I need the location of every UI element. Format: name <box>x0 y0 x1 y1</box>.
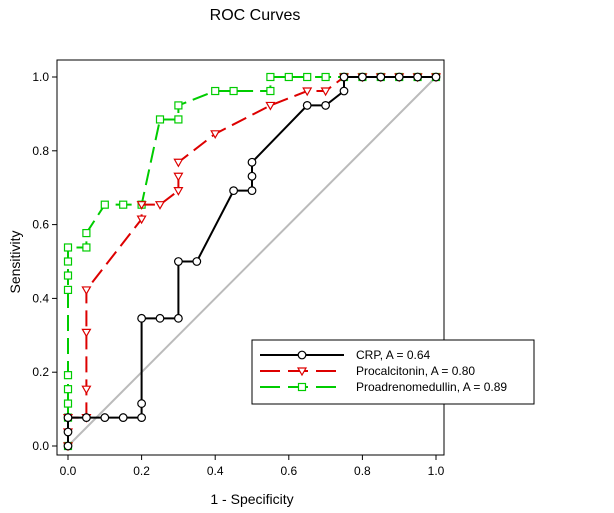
proadrenomedullin-point <box>229 86 238 96</box>
procalcitonin-point <box>173 172 184 182</box>
proadrenomedullin-point <box>82 243 91 252</box>
chart-title: ROC Curves <box>210 7 301 24</box>
procalcitonin-point <box>81 328 92 338</box>
x-tick-label: 0.4 <box>207 464 224 478</box>
proadrenomedullin-point <box>321 72 330 82</box>
crp-point <box>413 72 423 82</box>
x-tick-label: 0.8 <box>354 464 371 478</box>
crp-point <box>247 171 257 181</box>
proadrenomedullin-point <box>284 72 293 82</box>
proadrenomedullin-point <box>63 385 73 394</box>
proadrenomedullin-point <box>63 271 73 280</box>
crp-point <box>118 413 128 422</box>
proadrenomedullin-point <box>63 257 73 266</box>
y-tick-label: 0.0 <box>32 439 49 453</box>
proadrenomedullin-point <box>63 285 73 295</box>
crp-point <box>376 72 386 82</box>
legend-label-crp: CRP, A = 0.64 <box>356 348 430 362</box>
proadrenomedullin-point <box>119 200 128 209</box>
proadrenomedullin-point <box>82 228 91 238</box>
crp-point <box>63 441 73 451</box>
crp-point <box>358 72 367 82</box>
crp-point <box>81 413 91 422</box>
crp-point <box>229 186 239 196</box>
crp-point <box>339 72 349 82</box>
y-tick-label: 1.0 <box>32 70 49 84</box>
crp-point <box>100 413 110 422</box>
legend-label-proadrenomedullin: Proadrenomedullin, A = 0.89 <box>356 380 507 394</box>
crp-point <box>247 157 257 167</box>
crp-point <box>155 313 165 323</box>
x-tick-label: 0.2 <box>133 464 150 478</box>
crp-point <box>192 257 202 266</box>
proadrenomedullin-point <box>63 243 73 252</box>
crp-point <box>173 313 183 323</box>
proadrenomedullin-point <box>63 399 73 408</box>
procalcitonin-point <box>154 201 166 210</box>
legend-label-procalcitonin: Procalcitonin, A = 0.80 <box>356 364 475 378</box>
y-axis-label: Sensitivity <box>7 230 23 293</box>
y-tick-label: 0.2 <box>32 365 49 379</box>
proadrenomedullin-point <box>266 72 275 82</box>
procalcitonin-point <box>136 201 147 210</box>
y-tick-label: 0.8 <box>32 144 49 158</box>
crp-point <box>394 72 404 82</box>
crp-point <box>137 413 147 422</box>
proadrenomedullin-point <box>266 86 275 96</box>
reference-diagonal-line <box>67 76 437 447</box>
crp-point <box>137 313 147 323</box>
procalcitonin-point <box>173 187 184 196</box>
proadrenomedullin-point <box>63 371 73 380</box>
crp-point <box>137 399 147 408</box>
crp-point <box>63 427 73 437</box>
crp-point <box>247 186 257 196</box>
proadrenomedullin-point <box>100 200 109 209</box>
legend-marker-crp <box>297 350 307 360</box>
procalcitonin-point <box>81 385 92 395</box>
crp-point <box>302 101 312 110</box>
legend-marker-procalcitonin <box>296 367 308 377</box>
procalcitonin-point <box>210 130 221 140</box>
x-axis-label: 1 - Specificity <box>210 491 293 507</box>
x-tick-label: 0.6 <box>280 464 297 478</box>
proadrenomedullin-point <box>174 115 183 124</box>
crp-point <box>173 257 183 266</box>
proadrenomedullin-point <box>211 86 220 96</box>
proadrenomedullin-point <box>303 72 312 82</box>
procalcitonin-point <box>173 158 184 168</box>
crp-point <box>321 101 331 110</box>
proadrenomedullin-point <box>155 115 165 124</box>
procalcitonin-point <box>320 87 331 97</box>
crp-point <box>63 413 73 422</box>
procalcitonin-point <box>136 215 147 225</box>
procalcitonin-point <box>265 101 276 111</box>
plot-frame <box>56 59 445 456</box>
proadrenomedullin-point <box>174 101 183 110</box>
y-tick-label: 0.6 <box>32 218 49 232</box>
crp-point <box>339 86 349 96</box>
crp-point <box>431 72 441 82</box>
x-tick-label: 1.0 <box>428 464 445 478</box>
legend-marker-proadrenomedullin <box>297 382 307 392</box>
procalcitonin-point <box>302 87 313 97</box>
procalcitonin-point <box>81 286 92 296</box>
y-tick-label: 0.4 <box>32 291 49 305</box>
x-tick-label: 0.0 <box>60 464 77 478</box>
